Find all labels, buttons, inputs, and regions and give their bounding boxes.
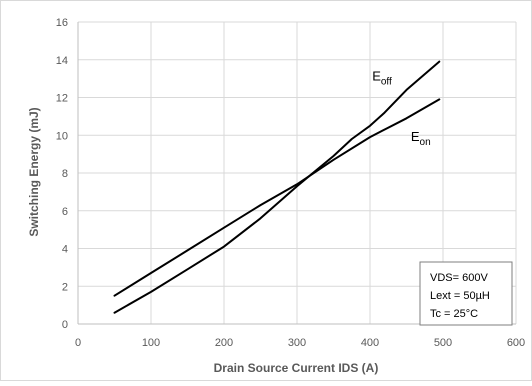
conditions-box-frame [419, 261, 513, 326]
conditions-box: VDS= 600V Lext = 50µH Tc = 25°C [419, 261, 513, 326]
y-tick-label: 0 [62, 319, 68, 331]
y-tick-label: 10 [56, 130, 68, 142]
x-tick-label: 600 [507, 337, 525, 349]
condition-lext: Lext = 50µH [430, 290, 490, 302]
x-tick-label: 0 [75, 337, 81, 349]
condition-vds: VDS= 600V [430, 272, 488, 284]
y-tick-label: 16 [56, 17, 68, 29]
series [113, 60, 441, 314]
x-axis-label: Drain Source Current IDS (A) [214, 361, 379, 375]
x-tick-label: 200 [215, 337, 233, 349]
condition-tc: Tc = 25°C [430, 308, 478, 320]
y-tick-label: 2 [62, 281, 68, 293]
y-tick-label: 6 [62, 206, 68, 218]
y-tick-label: 14 [56, 55, 68, 67]
series-label-eon: Eon [411, 129, 431, 148]
x-tick-label: 500 [434, 337, 452, 349]
x-tick-label: 300 [288, 337, 306, 349]
y-axis-label: Switching Energy (mJ) [27, 107, 41, 236]
labels: 0 2 4 6 8 10 12 14 16 0 100 200 300 400 500 600 Eoff Eon [56, 17, 525, 349]
y-tick-label: 12 [56, 93, 68, 105]
x-tick-label: 400 [361, 337, 379, 349]
x-tick-label: 100 [142, 337, 160, 349]
series-line-eon [113, 98, 441, 297]
y-tick-label: 8 [62, 168, 68, 180]
y-tick-label: 4 [62, 244, 68, 256]
series-label-eoff: Eoff [372, 69, 392, 88]
